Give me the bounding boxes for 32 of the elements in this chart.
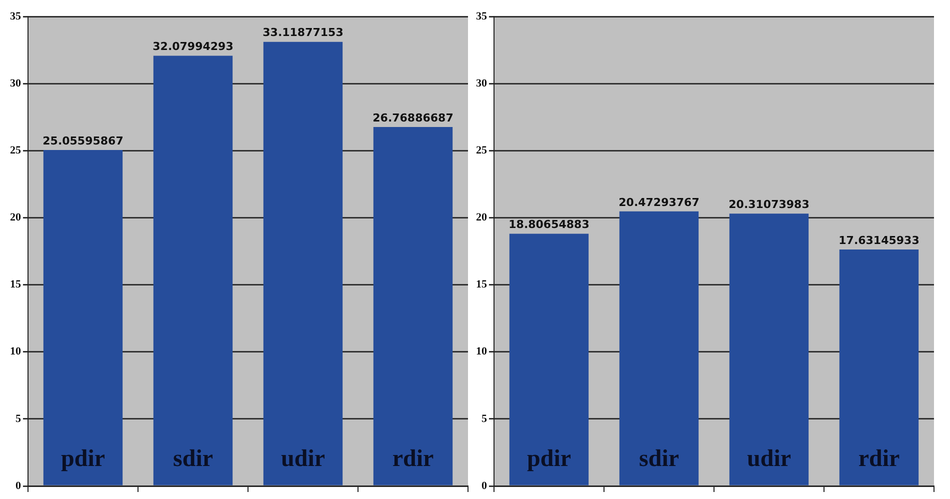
data-label: 18.80654883 xyxy=(508,218,590,232)
y-tick-label: 10 xyxy=(476,346,488,358)
y-tick-label: 25 xyxy=(10,144,22,157)
y-tick-label: 15 xyxy=(10,278,22,291)
x-tick-label: udir xyxy=(280,446,326,472)
y-tick-label: 30 xyxy=(10,78,22,90)
x-tick-label: pdir xyxy=(526,446,572,472)
x-tick-label: pdir xyxy=(60,446,106,472)
y-tick-label: 35 xyxy=(10,10,22,22)
y-tick-label: 0 xyxy=(482,480,488,492)
x-tick-label: sdir xyxy=(638,446,680,472)
data-label: 20.31073983 xyxy=(728,198,810,211)
data-label: 25.05595867 xyxy=(42,134,124,148)
y-tick-label: 5 xyxy=(482,412,488,425)
x-tick-label: rdir xyxy=(392,446,434,472)
y-tick-label: 0 xyxy=(16,480,22,492)
data-label: 33.11877153 xyxy=(262,26,344,40)
y-tick-label: 20 xyxy=(10,212,22,224)
y-tick-label: 25 xyxy=(476,144,488,157)
y-tick-label: 35 xyxy=(476,10,488,22)
data-label: 17.63145933 xyxy=(838,234,920,247)
y-tick-label: 20 xyxy=(476,212,488,224)
data-label: 20.47293767 xyxy=(618,196,700,209)
x-tick-label: udir xyxy=(746,446,792,472)
data-label: 32.07994293 xyxy=(152,40,234,54)
x-tick-label: sdir xyxy=(172,446,214,472)
y-tick-label: 30 xyxy=(476,78,488,90)
y-tick-label: 10 xyxy=(10,346,22,358)
x-tick-label: rdir xyxy=(858,446,900,472)
y-tick-label: 15 xyxy=(476,278,488,291)
y-tick-label: 5 xyxy=(16,412,22,425)
data-label: 26.76886687 xyxy=(372,111,454,124)
